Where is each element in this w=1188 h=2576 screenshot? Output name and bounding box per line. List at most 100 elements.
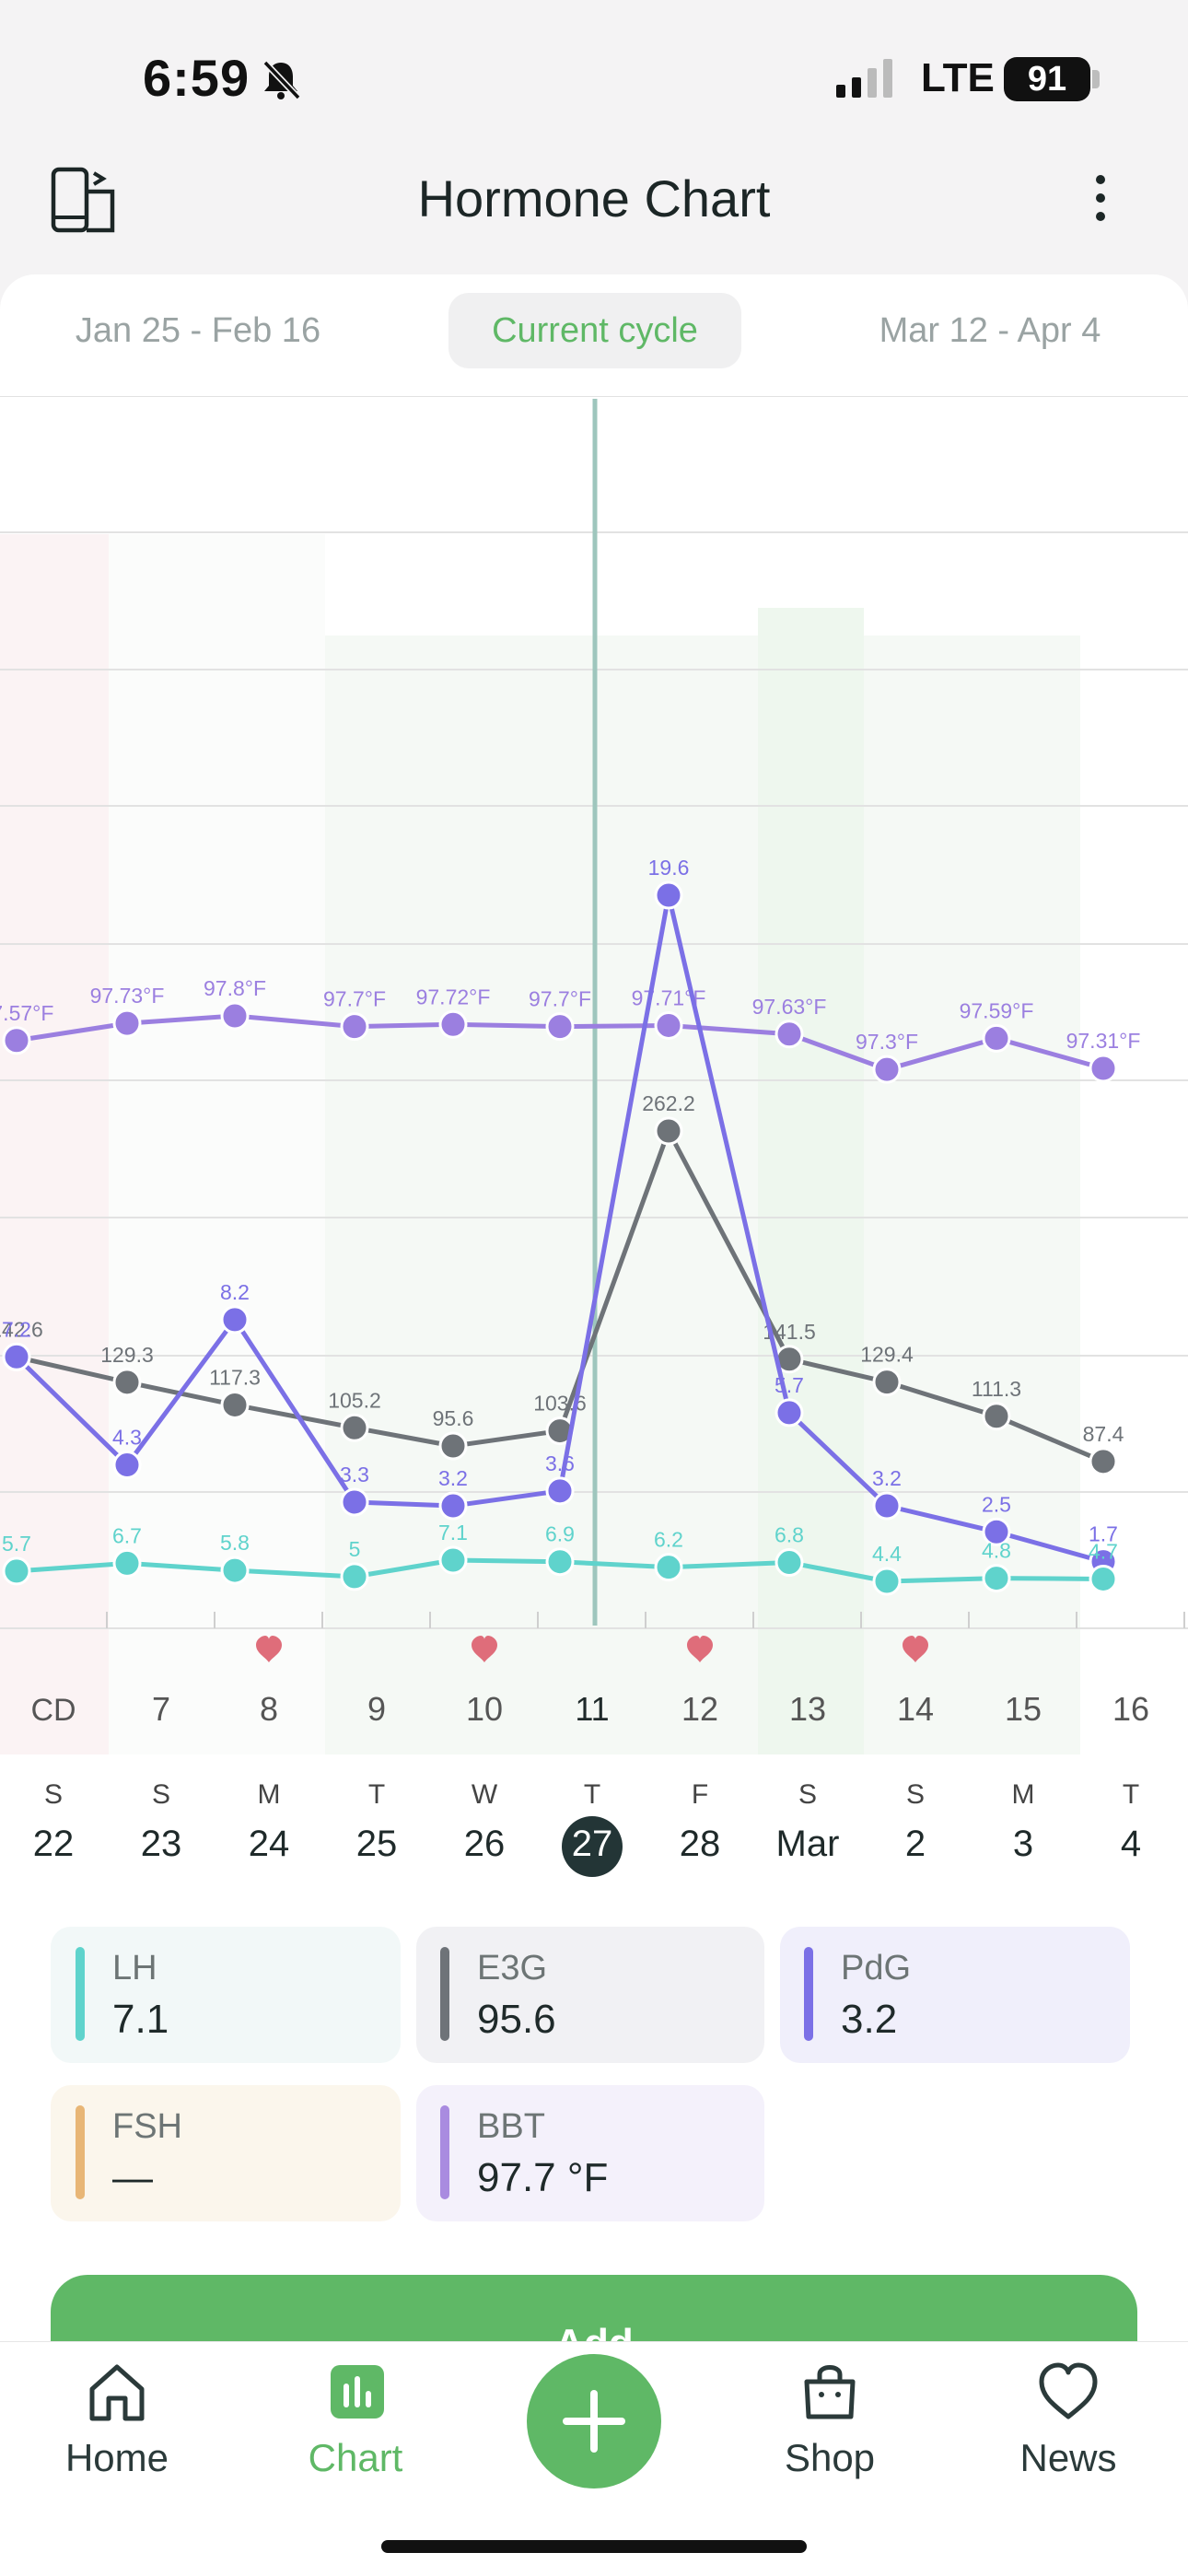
date-day[interactable]: 23 bbox=[140, 1824, 182, 1864]
device-switch-icon[interactable] bbox=[48, 164, 122, 238]
date-day[interactable]: 22 bbox=[32, 1824, 75, 1864]
date-day[interactable]: 3 bbox=[1012, 1824, 1034, 1864]
nav-home-label[interactable]: Home bbox=[64, 2436, 169, 2479]
cycle-day-number[interactable]: 16 bbox=[1112, 1690, 1149, 1728]
home-icon[interactable] bbox=[85, 2360, 149, 2424]
pdg-data-label: 3.6 bbox=[545, 1451, 575, 1475]
bbt-data-label: 97.7°F bbox=[323, 987, 386, 1011]
tab-current-cycle[interactable]: Current cycle bbox=[448, 293, 741, 368]
date-day[interactable]: 4 bbox=[1120, 1824, 1142, 1864]
e3g-data-point[interactable] bbox=[654, 1116, 683, 1146]
lh-data-point[interactable] bbox=[2, 1556, 31, 1586]
lh-data-point[interactable] bbox=[872, 1567, 902, 1596]
pdg-card[interactable] bbox=[780, 1927, 1130, 2063]
chart-icon[interactable] bbox=[325, 2360, 390, 2424]
pdg-data-point[interactable] bbox=[872, 1491, 902, 1521]
e3g-color-bar bbox=[440, 1947, 449, 2041]
hormone-chart[interactable]: 97.57°F 97.73°F 97.8°F 97.7°F 97.72°F 97.7°F 9… bbox=[0, 396, 1188, 1754]
pdg-data-point[interactable] bbox=[220, 1305, 250, 1335]
pdg-data-point[interactable] bbox=[775, 1398, 804, 1428]
cycle-day-label: CD bbox=[30, 1693, 76, 1728]
lh-data-point[interactable] bbox=[545, 1547, 575, 1577]
bbt-card[interactable] bbox=[416, 2085, 764, 2221]
bbt-data-point[interactable] bbox=[220, 1001, 250, 1031]
e3g-data-point[interactable] bbox=[438, 1431, 468, 1461]
fsh-color-bar bbox=[76, 2105, 85, 2199]
e3g-data-point[interactable] bbox=[982, 1402, 1011, 1431]
date-day[interactable]: Mar bbox=[775, 1824, 840, 1864]
more-options-icon[interactable] bbox=[1087, 170, 1114, 226]
e3g-data-label: 111.3 bbox=[972, 1377, 1021, 1401]
cycle-day-number[interactable]: 14 bbox=[897, 1690, 934, 1728]
lh-data-point[interactable] bbox=[654, 1553, 683, 1582]
e3g-data-point[interactable] bbox=[112, 1368, 142, 1397]
news-icon[interactable] bbox=[1036, 2360, 1101, 2424]
tab-next-cycle[interactable]: Mar 12 - Apr 4 bbox=[879, 311, 1101, 350]
e3g-card[interactable] bbox=[416, 1927, 764, 2063]
date-day[interactable]: 26 bbox=[463, 1824, 506, 1864]
e3g-data-point[interactable] bbox=[872, 1368, 902, 1397]
bbt-data-point[interactable] bbox=[438, 1009, 468, 1039]
bbt-data-point[interactable] bbox=[775, 1020, 804, 1049]
pdg-data-label: 3.2 bbox=[438, 1466, 468, 1490]
bell-muted-icon bbox=[262, 60, 301, 100]
date-day[interactable]: 24 bbox=[248, 1824, 290, 1864]
date-day[interactable]: 2 bbox=[904, 1824, 926, 1864]
shop-icon[interactable] bbox=[798, 2360, 862, 2424]
e3g-data-point[interactable] bbox=[220, 1390, 250, 1419]
lh-data-point[interactable] bbox=[775, 1548, 804, 1578]
cycle-day-number[interactable]: 7 bbox=[152, 1690, 170, 1728]
nav-shop-label[interactable]: Shop bbox=[784, 2436, 876, 2479]
date-day[interactable]: 25 bbox=[355, 1824, 398, 1864]
lh-card[interactable] bbox=[51, 1927, 401, 2063]
bbt-data-label: 97.3°F bbox=[856, 1030, 918, 1054]
nav-news-label[interactable]: News bbox=[1019, 2436, 1117, 2479]
lh-data-label: 5.8 bbox=[220, 1531, 250, 1555]
pdg-data-point[interactable] bbox=[545, 1476, 575, 1506]
cycle-day-number[interactable]: 13 bbox=[789, 1690, 826, 1728]
date-day[interactable]: 27 bbox=[571, 1824, 613, 1864]
cycle-day-number[interactable]: 12 bbox=[681, 1690, 718, 1728]
lh-data-point[interactable] bbox=[438, 1545, 468, 1575]
bbt-data-point[interactable] bbox=[2, 1026, 31, 1055]
bbt-color-bar bbox=[440, 2105, 449, 2199]
bbt-data-label: 97.57°F bbox=[0, 1001, 53, 1025]
bbt-data-point[interactable] bbox=[1089, 1054, 1118, 1083]
bbt-data-point[interactable] bbox=[982, 1023, 1011, 1053]
bbt-data-point[interactable] bbox=[340, 1012, 369, 1042]
cycle-day-number[interactable]: 9 bbox=[367, 1690, 386, 1728]
lh-data-point[interactable] bbox=[340, 1562, 369, 1591]
pdg-color-bar bbox=[804, 1947, 813, 2041]
fsh-card[interactable] bbox=[51, 2085, 401, 2221]
pdg-data-label: 3.2 bbox=[872, 1466, 902, 1490]
pdg-data-point[interactable] bbox=[2, 1342, 31, 1371]
pdg-data-point[interactable] bbox=[112, 1451, 142, 1480]
date-day[interactable]: 28 bbox=[679, 1824, 721, 1864]
bbt-data-point[interactable] bbox=[545, 1012, 575, 1042]
pdg-data-point[interactable] bbox=[982, 1517, 1011, 1546]
lh-data-point[interactable] bbox=[982, 1564, 1011, 1593]
e3g-value: 95.6 bbox=[477, 1997, 556, 2042]
cycle-day-number[interactable]: 10 bbox=[466, 1690, 503, 1728]
pdg-data-point[interactable] bbox=[438, 1491, 468, 1521]
pdg-data-point[interactable] bbox=[654, 880, 683, 910]
peak-fertility-band bbox=[758, 608, 864, 1754]
e3g-data-point[interactable] bbox=[1089, 1447, 1118, 1476]
tab-previous-cycle[interactable]: Jan 25 - Feb 16 bbox=[75, 311, 321, 350]
e3g-data-point[interactable] bbox=[340, 1413, 369, 1442]
page-title: Hormone Chart bbox=[417, 169, 771, 227]
cycle-day-number[interactable]: 15 bbox=[1005, 1690, 1042, 1728]
bbt-data-point[interactable] bbox=[654, 1010, 683, 1040]
lh-data-point[interactable] bbox=[112, 1548, 142, 1578]
date-weekday: M bbox=[1011, 1779, 1035, 1810]
pdg-data-point[interactable] bbox=[340, 1487, 369, 1517]
nav-chart-label[interactable]: Chart bbox=[308, 2436, 403, 2479]
heart-icon bbox=[472, 1636, 497, 1662]
bbt-data-point[interactable] bbox=[872, 1055, 902, 1084]
bbt-data-point[interactable] bbox=[112, 1008, 142, 1038]
cycle-day-number[interactable]: 8 bbox=[260, 1690, 278, 1728]
lh-data-point[interactable] bbox=[220, 1556, 250, 1585]
lh-data-point[interactable] bbox=[1089, 1564, 1118, 1593]
cycle-day-number[interactable]: 11 bbox=[575, 1690, 609, 1728]
lh-data-label: 4.8 bbox=[982, 1539, 1011, 1563]
